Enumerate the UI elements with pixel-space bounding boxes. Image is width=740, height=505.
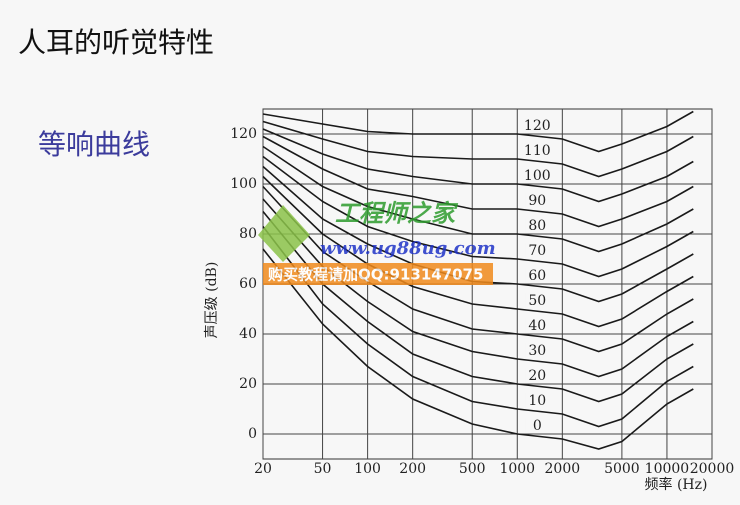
watermark-banner [263, 263, 493, 285]
series-label: 40 [528, 318, 546, 334]
series-label-bg [525, 168, 552, 183]
series-label-bg [525, 418, 552, 433]
series-label-bg [525, 218, 552, 233]
loudness-curve [262, 120, 694, 178]
x-tick-label: 50 [314, 461, 332, 477]
series-label: 90 [528, 193, 546, 209]
series-label-bg [525, 368, 552, 383]
x-axis-label: 频率 (Hz) [645, 476, 708, 493]
x-tick-label: 2000 [545, 461, 581, 477]
y-tick-label: 40 [239, 326, 257, 342]
loudness-curve [262, 165, 694, 303]
loudness-curve [262, 175, 694, 328]
chart-title: 等响曲线 [38, 128, 150, 161]
x-tick-label: 500 [459, 461, 486, 477]
watermark-contact: 购买教程请加QQ:913147075 [268, 266, 483, 284]
watermark-brand: 工程师之家 [335, 199, 459, 228]
loudness-curve [262, 145, 694, 253]
series-label: 20 [528, 368, 546, 384]
loudness-curve [262, 210, 694, 403]
y-tick-label: 120 [230, 126, 257, 142]
watermark-url: www.ug88ug.com [320, 238, 496, 259]
series-label: 0 [533, 418, 542, 434]
watermark: 工程师之家 www.ug88ug.com 购买教程请加QQ:913147075 [258, 199, 496, 285]
series-label-bg [525, 193, 552, 208]
x-tick-label: 1000 [499, 461, 535, 477]
series-label-bg [525, 393, 552, 408]
loudness-curve [262, 198, 694, 378]
y-tick-label: 100 [230, 176, 257, 192]
x-tick-label: 200 [399, 461, 426, 477]
loudness-curve [262, 135, 694, 228]
x-tick-label: 10000 [645, 461, 690, 477]
y-tick-label: 80 [239, 226, 257, 242]
loudness-curve [262, 128, 694, 203]
series-label: 80 [528, 218, 546, 234]
y-tick-label: 0 [248, 426, 257, 442]
series-label: 30 [528, 343, 546, 359]
slide-title: 人耳的听觉特性 [18, 26, 214, 59]
series-label-bg [525, 343, 552, 358]
series-label: 50 [528, 293, 546, 309]
watermark-logo [258, 205, 310, 262]
series-label-bg [525, 118, 552, 133]
loudness-curve [262, 110, 694, 153]
y-tick-label: 60 [239, 276, 257, 292]
loudness-curve [262, 155, 694, 278]
series-label-bg [525, 268, 552, 283]
series-label: 70 [528, 243, 546, 259]
y-axis-label: 声压级 (dB) [204, 262, 220, 339]
loudness-curve [262, 248, 694, 450]
series-label-bg [525, 318, 552, 333]
series-label: 100 [524, 168, 551, 184]
series-label: 60 [528, 268, 546, 284]
series-label-bg [525, 243, 552, 258]
y-tick-label: 20 [239, 376, 257, 392]
series-label: 10 [528, 393, 546, 409]
series-label: 110 [524, 143, 551, 159]
x-tick-label: 5000 [604, 461, 640, 477]
x-tick-label: 100 [354, 461, 381, 477]
loudness-curve [262, 226, 694, 428]
series-label-bg [525, 143, 552, 158]
series-label-bg [525, 293, 552, 308]
series-label: 120 [524, 118, 551, 134]
x-tick-label: 20000 [690, 461, 735, 477]
x-tick-label: 20 [254, 461, 272, 477]
